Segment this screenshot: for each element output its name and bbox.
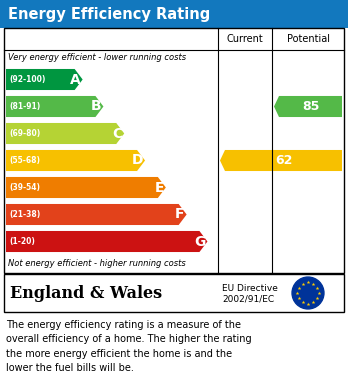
- Polygon shape: [6, 204, 187, 225]
- Text: 62: 62: [275, 154, 292, 167]
- Text: E: E: [155, 181, 164, 194]
- Polygon shape: [6, 150, 145, 171]
- Text: England & Wales: England & Wales: [10, 285, 162, 301]
- Text: (81-91): (81-91): [9, 102, 40, 111]
- Text: D: D: [132, 154, 143, 167]
- Polygon shape: [274, 96, 342, 117]
- Text: (21-38): (21-38): [9, 210, 40, 219]
- Text: B: B: [91, 99, 101, 113]
- Text: (69-80): (69-80): [9, 129, 40, 138]
- Bar: [0, 0, 348, 28]
- Text: A: A: [70, 72, 81, 86]
- Polygon shape: [220, 150, 342, 171]
- Circle shape: [292, 277, 324, 309]
- Text: (55-68): (55-68): [9, 156, 40, 165]
- Text: Potential: Potential: [286, 34, 330, 44]
- Polygon shape: [6, 123, 124, 144]
- Text: C: C: [112, 127, 122, 140]
- Text: Energy Efficiency Rating: Energy Efficiency Rating: [8, 7, 210, 22]
- Text: Not energy efficient - higher running costs: Not energy efficient - higher running co…: [8, 258, 186, 267]
- Text: EU Directive: EU Directive: [222, 284, 278, 293]
- Text: (92-100): (92-100): [9, 75, 45, 84]
- Text: Very energy efficient - lower running costs: Very energy efficient - lower running co…: [8, 54, 186, 63]
- Polygon shape: [6, 96, 103, 117]
- Text: F: F: [175, 208, 185, 221]
- Text: The energy efficiency rating is a measure of the
overall efficiency of a home. T: The energy efficiency rating is a measur…: [6, 320, 252, 373]
- Polygon shape: [6, 69, 82, 90]
- Polygon shape: [6, 231, 207, 252]
- Text: 85: 85: [302, 100, 319, 113]
- Polygon shape: [6, 177, 166, 198]
- Bar: [4, 274, 344, 312]
- Text: (39-54): (39-54): [9, 183, 40, 192]
- Text: Current: Current: [227, 34, 263, 44]
- Text: G: G: [194, 235, 205, 249]
- Bar: [4, 28, 344, 273]
- Text: (1-20): (1-20): [9, 237, 35, 246]
- Text: 2002/91/EC: 2002/91/EC: [222, 294, 274, 303]
